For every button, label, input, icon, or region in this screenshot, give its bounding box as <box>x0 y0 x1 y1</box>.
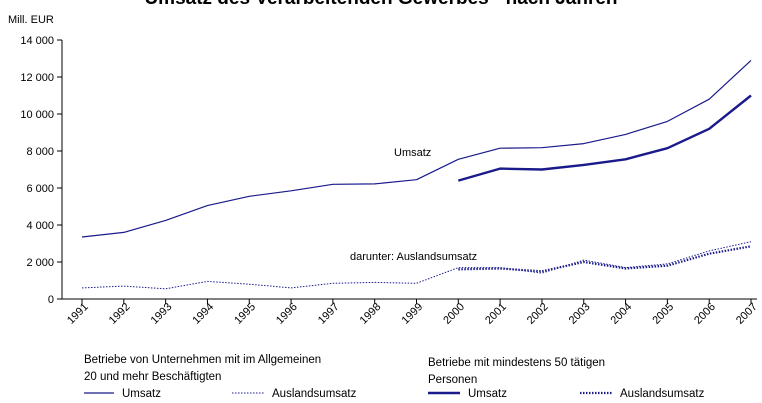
x-tick-label: 1995 <box>232 301 258 327</box>
x-tick-label: 2007 <box>734 301 760 327</box>
legend-group-1-title: 20 und mehr Beschäftigten <box>84 371 221 383</box>
legend-label: Umsatz <box>468 388 507 400</box>
x-tick-label: 2006 <box>692 301 718 327</box>
x-tick-label: 2001 <box>483 301 509 327</box>
series-line-thin-dotted <box>81 241 752 290</box>
x-tick-label: 1999 <box>399 301 425 327</box>
series-line-thin-solid <box>81 59 752 238</box>
y-tick-label: 8 000 <box>26 146 54 158</box>
legend-label: Umsatz <box>122 388 161 400</box>
legend-label: Auslandsumsatz <box>272 388 357 400</box>
series-line-thick-solid <box>457 94 752 182</box>
x-tick-label: 1998 <box>358 301 384 327</box>
x-tick-label: 2003 <box>567 301 593 327</box>
legend-label: Auslandsumsatz <box>620 388 705 400</box>
x-tick-label: 1997 <box>316 301 342 327</box>
legend-group-2-title: Personen <box>428 374 477 386</box>
x-tick-label: 1996 <box>274 301 300 327</box>
x-tick-label: 1992 <box>107 301 133 327</box>
chart-title: Umsatz des Verarbeitenden Gewerbes - nac… <box>0 0 762 10</box>
y-tick-label: 4 000 <box>26 220 54 232</box>
x-tick-label: 2005 <box>650 301 676 327</box>
y-tick-label: 6 000 <box>26 183 54 195</box>
x-tick-label: 1991 <box>65 301 91 327</box>
y-axis-label: Mill. EUR <box>8 14 54 26</box>
series-line-thick-dotted <box>458 245 752 273</box>
y-tick-label: 0 <box>48 294 54 306</box>
y-tick-label: 12 000 <box>20 72 54 84</box>
x-tick-label: 2004 <box>609 301 635 327</box>
legend-group-2-title: Betriebe mit mindestens 50 tätigen <box>428 357 605 369</box>
x-tick-label: 2000 <box>441 301 467 327</box>
x-tick-label: 2002 <box>525 301 551 327</box>
legend-group-1-title: Betriebe von Unternehmen mit im Allgemei… <box>84 354 321 366</box>
annotation-auslandsumsatz: darunter: Auslandsumsatz <box>350 251 477 263</box>
y-tick-label: 10 000 <box>20 109 54 121</box>
annotation-umsatz: Umsatz <box>394 147 431 159</box>
x-tick-label: 1994 <box>190 301 216 327</box>
y-tick-label: 14 000 <box>20 35 54 47</box>
x-tick-label: 1993 <box>149 301 175 327</box>
y-tick-label: 2 000 <box>26 257 54 269</box>
